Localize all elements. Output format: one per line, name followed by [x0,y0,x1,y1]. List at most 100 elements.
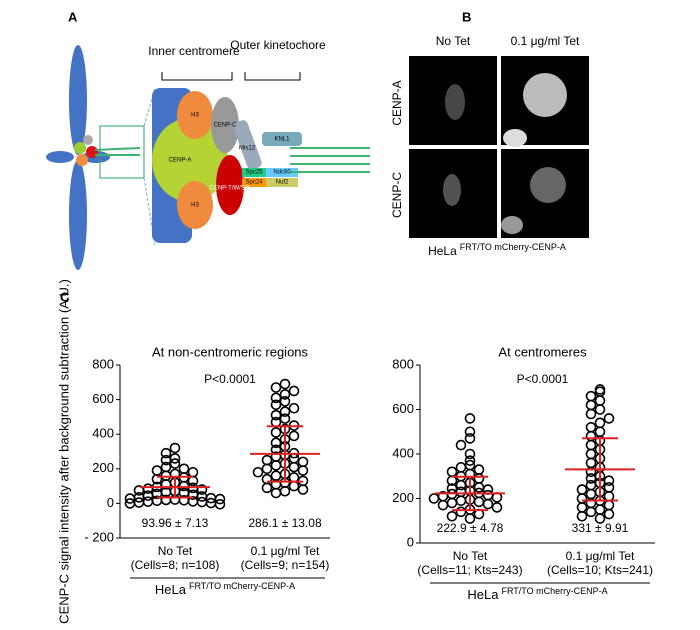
data-point [464,455,476,466]
y-tick-label: 800 [92,356,114,371]
data-point [270,460,282,471]
data-point [455,486,467,498]
category-note: (Cells=9; n=154) [241,558,330,572]
data-point [576,510,588,522]
data-point [482,498,494,510]
x-tick-label: No Tet [158,544,193,558]
ndc80 [266,168,298,177]
data-point [455,506,467,518]
data-point [288,402,300,414]
data-point [473,496,485,508]
data-point [270,399,282,411]
data-point [270,470,282,482]
data-point [261,454,273,466]
data-point [124,493,136,504]
data-point [270,487,282,499]
cenp-c [211,97,239,153]
data-point [585,479,597,491]
value-label: 286.1 ± 13.08 [248,516,322,530]
data-point [270,409,282,421]
x-tick-label: 0.1 μg/ml Tet [251,544,320,558]
data-point [455,462,467,473]
microtubule [94,147,141,151]
y-tick-label: 400 [392,445,414,460]
data-point [151,473,163,485]
data-point [214,498,226,510]
value-label: 93.96 ± 7.13 [142,516,209,530]
data-point [603,490,615,502]
data-point [279,378,291,390]
category-note: (Cells=10; Kts=241) [547,563,653,577]
y-tick-label: 400 [92,426,114,441]
bracket [244,72,301,81]
data-point [288,385,300,397]
data-point [142,496,154,507]
data-point [594,513,606,524]
data-point [464,513,476,524]
region-label: Outer kinetochore [230,38,326,52]
data-point [261,463,273,475]
data-point [288,430,300,442]
data-point [279,406,291,418]
protein-label: H3 [191,113,199,119]
spc24 [242,178,266,187]
data-point [585,448,597,460]
data-point [594,426,606,438]
protein [74,142,86,154]
data-point [446,497,458,509]
column-label: 0.1 μg/ml Tet [511,34,580,48]
spc25 [242,168,266,177]
micrographs: No Tet 0.1 μg/ml Tet CENP-A CENP-C HeLa F… [390,34,589,258]
cell-line: HeLa FRT/TO mCherry-CENP-A [428,242,566,258]
data-point [437,499,449,511]
data-point [576,493,588,504]
footer-sup: FRT/TO mCherry-CENP-A [501,586,607,596]
chromatid [46,151,74,163]
x-tick-label: 0.1 μg/ml Tet [566,549,635,563]
data-point [455,495,467,507]
signal [501,216,523,234]
row-label: CENP-A [390,80,404,125]
data-point [585,430,597,442]
data-point [270,427,282,438]
data-point [594,417,606,429]
data-point [288,480,300,492]
data-point [603,508,615,520]
value-label: 331 ± 9.91 [572,521,629,535]
protein-label: Ndc80 [273,170,291,176]
y-tick-label: 600 [92,391,114,406]
protein-label: KNL1 [274,137,290,143]
protein [76,154,88,166]
signal [523,73,567,117]
data-point [270,382,282,393]
data-point [585,473,597,484]
data-point [464,426,476,438]
data-point [594,404,606,415]
data-point [214,493,226,505]
data-point [585,421,597,433]
data-point [151,465,163,476]
data-point [464,433,476,444]
cenp-a [152,118,228,202]
data-point [187,466,199,478]
data-point [585,390,597,402]
value-label: 222.9 ± 4.78 [437,521,504,535]
data-point [169,458,181,469]
chart-title: At centromeres [498,344,587,359]
data-point [455,439,467,451]
footer: HeLa FRT/TO mCherry-CENP-A [467,586,607,602]
data-point [297,456,309,468]
data-point [160,470,172,482]
kinetochore-diagram: H3 CENP-C CENP-A H3 CENP-T/W/S/X KNL1 Mi… [46,38,370,270]
data-point [288,461,300,473]
footer-sup: FRT/TO mCherry-CENP-A [189,581,295,591]
signal [530,167,566,203]
bracket [161,72,233,81]
data-point [178,463,190,475]
protein [86,146,98,158]
protein-label: CENP-A [169,158,192,164]
signal [443,174,461,206]
y-axis-label: CENP-C signal intensity after background… [56,279,71,624]
cell-line-name: HeLa [428,244,457,258]
knl1 [262,132,302,146]
